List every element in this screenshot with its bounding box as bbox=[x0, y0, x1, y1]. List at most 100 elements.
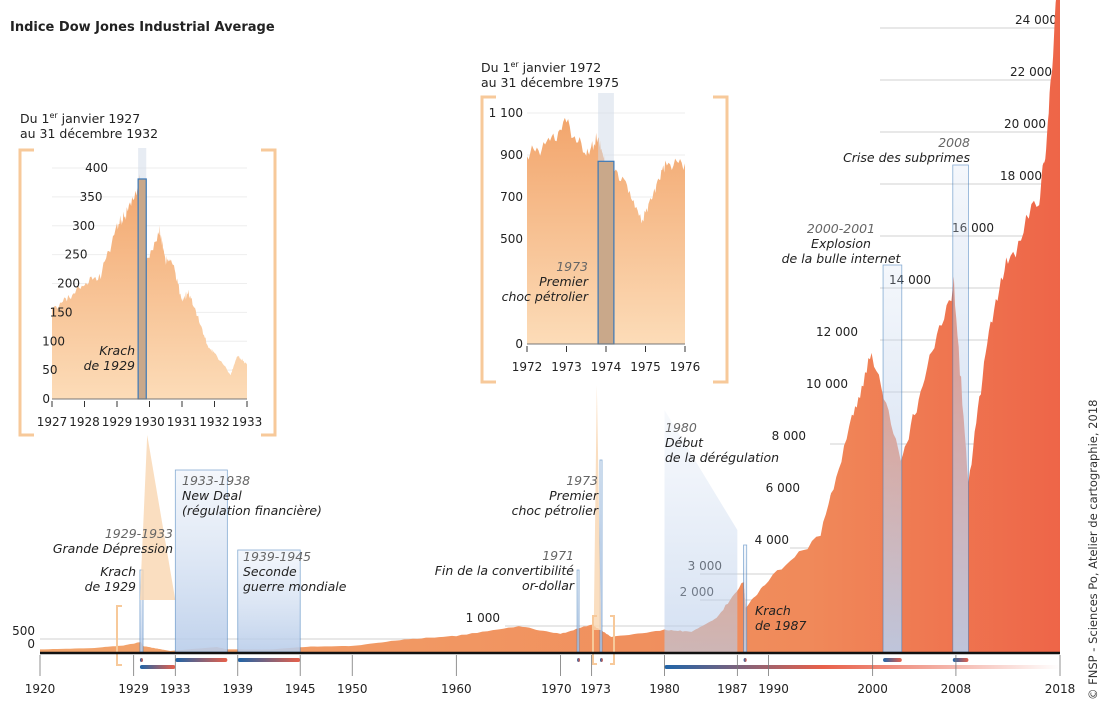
period-timeline-bar bbox=[664, 665, 1060, 669]
bracket bbox=[116, 605, 122, 666]
x-tick-label: 1960 bbox=[441, 682, 472, 696]
bracket-right bbox=[713, 95, 729, 384]
period-band bbox=[882, 264, 903, 653]
x-tick-label: 1976 bbox=[670, 360, 701, 374]
bracket-left bbox=[18, 148, 34, 437]
credit: © FNSP - Sciences Po, Atelier de cartogr… bbox=[1086, 399, 1100, 700]
period-timeline-bar bbox=[883, 658, 902, 662]
x-tick-label: 2008 bbox=[941, 682, 972, 696]
y-tick-label: 100 bbox=[42, 334, 65, 348]
period-band bbox=[174, 469, 228, 653]
y-tick-label: 150 bbox=[50, 305, 73, 319]
x-tick-label: 1920 bbox=[25, 682, 56, 696]
y-tick-label: 24 000 bbox=[1015, 13, 1057, 27]
inset-area bbox=[52, 173, 247, 399]
y-tick-label: 18 000 bbox=[1000, 169, 1042, 183]
period-band bbox=[743, 544, 748, 653]
y-tick-label: 200 bbox=[57, 277, 80, 291]
convertibility-label: 1971 Fin de la convertibilité or-dollar bbox=[434, 548, 574, 593]
inset2-title: Du 1er janvier 1972 au 31 décembre 1975 bbox=[481, 60, 620, 91]
y-tick-label: 500 bbox=[12, 624, 35, 638]
krach1987-label: Krach de 1987 bbox=[755, 603, 807, 633]
y-tick-label: 400 bbox=[85, 161, 108, 175]
y-tick-label: 0 bbox=[27, 637, 35, 651]
subprime-label: 2008 Crise des subprimes bbox=[843, 135, 970, 165]
y-tick-label: 50 bbox=[42, 363, 57, 377]
y-tick-label: 10 000 bbox=[806, 377, 848, 391]
ww2-label: 1939-1945 Seconde guerre mondiale bbox=[243, 549, 347, 594]
period-timeline-bar bbox=[175, 658, 228, 662]
y-tick-label: 4 000 bbox=[755, 533, 789, 547]
x-tick-label: 1932 bbox=[199, 415, 230, 429]
y-tick-label: 0 bbox=[42, 392, 50, 406]
deregulation-label: 1980 Début de la dérégulation bbox=[665, 420, 780, 465]
y-tick-label: 900 bbox=[500, 148, 523, 162]
inset2-oil-label: 1973 Premier choc pétrolier bbox=[501, 259, 588, 304]
inset1-title: Du 1er janvier 1927 au 31 décembre 1932 bbox=[20, 111, 159, 142]
inset1-krach-label: Krach de 1929 bbox=[83, 343, 135, 373]
x-tick-label: 1930 bbox=[134, 415, 165, 429]
bubble-label: 2000-2001 Explosion de la bulle internet bbox=[781, 221, 901, 266]
period-band bbox=[952, 164, 969, 653]
x-tick-label: 1975 bbox=[630, 360, 661, 374]
x-tick-label: 1970 bbox=[541, 682, 572, 696]
period-timeline-bar bbox=[743, 658, 747, 662]
period-band bbox=[664, 410, 738, 652]
x-tick-label: 1973 bbox=[580, 682, 611, 696]
period-timeline-bar bbox=[952, 658, 969, 662]
x-tick-label: 1927 bbox=[37, 415, 68, 429]
x-tick-label: 1980 bbox=[649, 682, 680, 696]
period-timeline-bar bbox=[599, 658, 603, 662]
y-tick-label: 300 bbox=[72, 219, 95, 233]
x-tick-label: 1933 bbox=[232, 415, 263, 429]
bracket bbox=[610, 615, 615, 665]
y-tick-label: 700 bbox=[500, 190, 523, 204]
newdeal-label: 1933-1938 New Deal (régulation financière) bbox=[182, 473, 322, 518]
chart-title: Indice Dow Jones Industrial Average bbox=[10, 20, 275, 35]
x-tick-label: 1929 bbox=[102, 415, 133, 429]
y-tick-label: 6 000 bbox=[766, 481, 800, 495]
bracket-left bbox=[480, 95, 496, 384]
x-tick-label: 1990 bbox=[758, 682, 789, 696]
period-timeline-bar bbox=[577, 658, 581, 662]
period-band bbox=[576, 569, 580, 653]
x-tick-label: 1972 bbox=[512, 360, 543, 374]
y-tick-label: 0 bbox=[515, 337, 523, 351]
period-band bbox=[137, 178, 147, 400]
x-tick-label: 1974 bbox=[591, 360, 622, 374]
x-tick-label: 1973 bbox=[551, 360, 582, 374]
period-timeline-bar bbox=[237, 658, 301, 662]
x-tick-label: 2000 bbox=[857, 682, 888, 696]
period-timeline-bar bbox=[139, 658, 144, 662]
y-tick-label: 500 bbox=[500, 232, 523, 246]
x-tick-label: 1987 bbox=[717, 682, 748, 696]
y-tick-label: 1 100 bbox=[489, 106, 523, 120]
depression-label: 1929-1933 Grande Dépression bbox=[52, 526, 173, 556]
x-tick-label: 1945 bbox=[285, 682, 316, 696]
oil-shock-label: 1973 Premier choc pétrolier bbox=[511, 473, 598, 518]
x-tick-label: 1939 bbox=[222, 682, 253, 696]
oil-shock-spike bbox=[593, 385, 601, 630]
y-tick-label: 250 bbox=[65, 248, 88, 262]
x-tick-label: 1929 bbox=[118, 682, 149, 696]
x-tick-label: 1950 bbox=[337, 682, 368, 696]
y-tick-label: 22 000 bbox=[1010, 65, 1052, 79]
period-band bbox=[597, 160, 615, 345]
bracket-right bbox=[261, 148, 277, 437]
y-tick-label: 1 000 bbox=[466, 611, 500, 625]
x-tick-label: 1928 bbox=[69, 415, 100, 429]
x-tick-label: 1933 bbox=[160, 682, 191, 696]
krach1929-label: Krach de 1929 bbox=[84, 564, 136, 594]
y-tick-label: 8 000 bbox=[772, 429, 806, 443]
x-tick-label: 2018 bbox=[1045, 682, 1076, 696]
y-tick-label: 12 000 bbox=[816, 325, 858, 339]
y-tick-label: 20 000 bbox=[1004, 117, 1046, 131]
bracket bbox=[592, 615, 597, 665]
depression-spike bbox=[139, 435, 176, 600]
period-timeline-bar bbox=[139, 665, 176, 669]
period-band bbox=[237, 549, 301, 653]
y-tick-label: 350 bbox=[80, 190, 103, 204]
x-tick-label: 1931 bbox=[167, 415, 198, 429]
